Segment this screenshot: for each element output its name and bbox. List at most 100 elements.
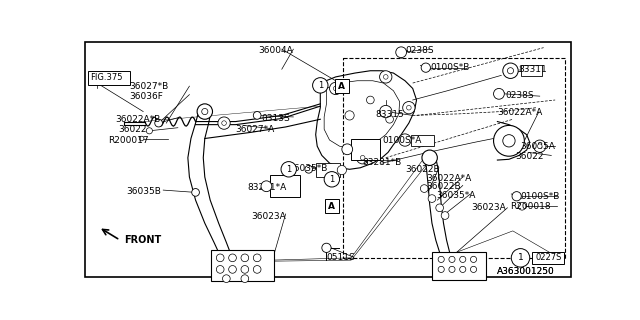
Text: 0313S: 0313S: [261, 114, 290, 123]
Text: 0227S: 0227S: [535, 253, 561, 262]
Circle shape: [508, 68, 513, 74]
Circle shape: [218, 117, 230, 129]
Text: 36023A: 36023A: [251, 212, 285, 221]
Circle shape: [241, 254, 249, 262]
Bar: [88, 71, 130, 84]
Text: 0100S*A: 0100S*A: [382, 136, 421, 145]
Circle shape: [216, 254, 224, 262]
Text: FIG.375: FIG.375: [90, 73, 123, 82]
Circle shape: [337, 165, 346, 175]
Text: 0100S*B: 0100S*B: [520, 192, 560, 201]
Circle shape: [493, 88, 504, 99]
Circle shape: [406, 105, 411, 110]
Circle shape: [367, 96, 374, 104]
Text: 36004A: 36004A: [259, 46, 294, 55]
Text: 36027*B: 36027*B: [129, 82, 168, 91]
Text: 0511S: 0511S: [326, 253, 355, 262]
Circle shape: [493, 125, 524, 156]
Text: R200018: R200018: [511, 203, 551, 212]
Circle shape: [386, 116, 394, 123]
Text: FRONT: FRONT: [124, 235, 161, 245]
Circle shape: [241, 266, 249, 273]
Text: 1: 1: [317, 81, 323, 90]
Text: A363001250: A363001250: [497, 267, 555, 276]
Bar: [520, 65, 542, 76]
Circle shape: [518, 203, 526, 210]
Text: 36022A*A: 36022A*A: [427, 174, 472, 183]
Text: 36085A: 36085A: [520, 142, 556, 151]
Text: 0100S*B: 0100S*B: [431, 63, 470, 72]
Circle shape: [511, 249, 530, 267]
Bar: [351, 139, 380, 160]
Text: 36035B: 36035B: [126, 187, 161, 196]
Circle shape: [147, 128, 152, 134]
Circle shape: [503, 63, 518, 78]
Circle shape: [428, 195, 436, 203]
Circle shape: [202, 108, 208, 115]
Bar: [344, 58, 565, 258]
Circle shape: [512, 192, 521, 201]
Bar: [325, 199, 339, 213]
Text: R200017: R200017: [109, 136, 149, 145]
Text: 36027*A: 36027*A: [236, 125, 275, 134]
Text: 36022: 36022: [118, 125, 147, 134]
Circle shape: [223, 275, 230, 283]
Circle shape: [305, 165, 312, 173]
Text: 0238S: 0238S: [505, 91, 534, 100]
Circle shape: [281, 162, 296, 177]
Circle shape: [261, 181, 272, 192]
Circle shape: [228, 254, 236, 262]
Circle shape: [503, 135, 515, 147]
Circle shape: [420, 185, 428, 192]
Circle shape: [422, 150, 437, 165]
Text: 83281*B: 83281*B: [363, 158, 402, 167]
Text: A363001250: A363001250: [497, 267, 555, 276]
Circle shape: [192, 188, 200, 196]
Circle shape: [470, 266, 477, 273]
Circle shape: [449, 266, 455, 273]
Text: 36023A: 36023A: [471, 203, 506, 212]
Text: A: A: [339, 82, 346, 91]
Bar: [316, 163, 340, 177]
Circle shape: [253, 112, 261, 119]
Circle shape: [155, 119, 163, 127]
Bar: [411, 135, 435, 146]
Circle shape: [534, 140, 546, 152]
Circle shape: [438, 266, 444, 273]
Circle shape: [441, 212, 449, 219]
Circle shape: [356, 152, 369, 164]
Text: 36022B: 36022B: [427, 182, 461, 191]
Text: 36022B: 36022B: [405, 165, 440, 174]
Circle shape: [140, 136, 144, 141]
Circle shape: [330, 82, 342, 95]
Circle shape: [436, 204, 444, 212]
Circle shape: [460, 266, 466, 273]
Circle shape: [421, 63, 431, 72]
Circle shape: [253, 266, 261, 273]
Bar: [532, 252, 564, 264]
Circle shape: [312, 78, 328, 93]
Text: 1: 1: [329, 175, 335, 184]
Text: 36036F: 36036F: [129, 92, 163, 101]
Circle shape: [342, 144, 353, 155]
Text: 36022A*B: 36022A*B: [115, 116, 161, 124]
Circle shape: [538, 144, 542, 148]
Bar: [211, 250, 274, 281]
Circle shape: [403, 101, 415, 114]
Circle shape: [460, 256, 466, 262]
Circle shape: [383, 75, 388, 79]
Text: 1: 1: [286, 165, 291, 174]
Text: 36022A*A: 36022A*A: [497, 108, 543, 117]
Circle shape: [345, 111, 354, 120]
Circle shape: [221, 121, 227, 125]
Circle shape: [360, 156, 365, 160]
Text: 36035*B: 36035*B: [288, 164, 327, 173]
Circle shape: [470, 256, 477, 262]
Text: 36035*A: 36035*A: [436, 191, 475, 200]
Text: 83281*A: 83281*A: [247, 183, 287, 192]
Circle shape: [322, 243, 331, 252]
Bar: [270, 175, 300, 197]
Text: 36022: 36022: [515, 152, 543, 161]
Circle shape: [228, 266, 236, 273]
Text: 1: 1: [518, 253, 524, 262]
